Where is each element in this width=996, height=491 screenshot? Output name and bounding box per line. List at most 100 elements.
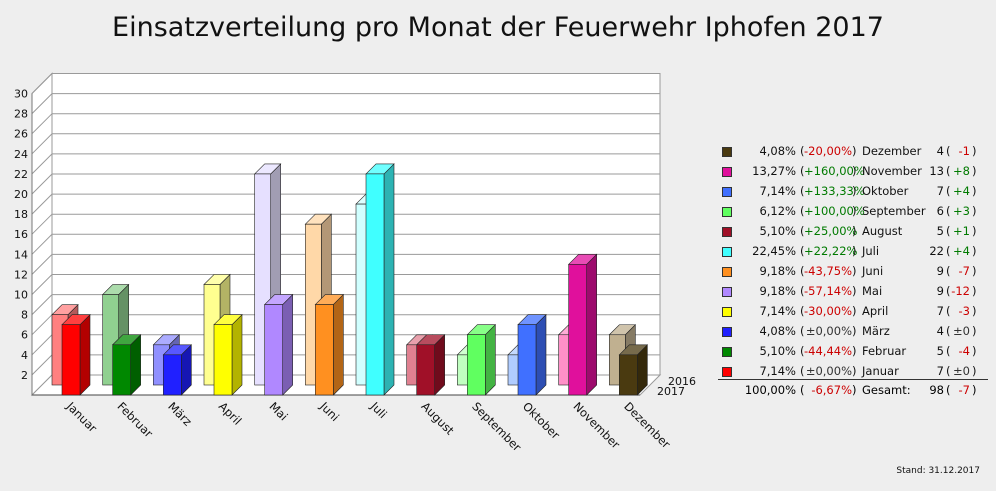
legend-count: 5 xyxy=(936,344,944,358)
stand-date: Stand: 31.12.2017 xyxy=(896,466,980,476)
legend-swatch xyxy=(722,147,732,157)
gridline xyxy=(31,233,660,255)
bar-2017-side xyxy=(535,313,547,396)
legend-percent: 7,14% xyxy=(759,184,796,198)
bar-2017 xyxy=(163,354,182,396)
bar-2017 xyxy=(315,304,334,396)
bar-2017-side xyxy=(434,334,445,396)
legend-change: +160,00% xyxy=(804,164,865,178)
legend-delta: +4 xyxy=(953,244,970,258)
legend-delta: +4 xyxy=(953,184,970,198)
bar-2017 xyxy=(619,354,638,396)
legend-swatch xyxy=(722,187,732,197)
bar-2017 xyxy=(467,334,486,396)
legend-swatch xyxy=(722,267,732,277)
legend-change: +100,00% xyxy=(804,204,865,218)
legend-percent: 22,45% xyxy=(752,244,796,258)
bar-2017 xyxy=(61,324,81,396)
legend-delta: -7 xyxy=(958,264,970,278)
legend-month: Februar xyxy=(862,344,907,358)
legend-count: 22 xyxy=(929,244,944,258)
bar-2017-side xyxy=(282,293,293,396)
legend-count: 4 xyxy=(936,144,944,158)
series-label-2017: 2017 xyxy=(657,385,685,398)
legend-item: 4,08%(±0,00%) März 4(±0) xyxy=(718,322,988,342)
legend-item: 7,14%(+133,33%) Oktober 7(+4) xyxy=(718,182,988,202)
legend-item: 7,14%(-30,00%) April 7(-3) xyxy=(718,302,988,322)
total-percent: 100,00% xyxy=(744,383,796,397)
bar-2017-side xyxy=(333,293,344,396)
bar-2017 xyxy=(568,264,587,396)
legend-swatch xyxy=(722,207,732,217)
legend-swatch xyxy=(722,247,732,257)
total-count: 98 xyxy=(929,383,944,397)
legend-month: April xyxy=(862,304,889,318)
legend-swatch xyxy=(722,307,732,317)
legend-month: Oktober xyxy=(862,184,909,198)
gridline xyxy=(31,93,660,114)
legend-percent: 9,18% xyxy=(759,284,796,298)
legend-change: -44,44% xyxy=(804,344,852,358)
legend-month: Juni xyxy=(862,264,884,278)
chart-title: Einsatzverteilung pro Monat der Feuerweh… xyxy=(112,12,884,43)
legend-count: 7 xyxy=(936,184,944,198)
gridline xyxy=(31,253,660,275)
legend-change: ±0,00% xyxy=(805,364,852,378)
legend-delta: +1 xyxy=(953,224,970,238)
legend-change: -43,75% xyxy=(804,264,852,278)
gridline xyxy=(31,193,660,215)
y-tick-label: 4 xyxy=(21,349,28,362)
gridline xyxy=(31,213,660,235)
y-tick-label: 30 xyxy=(14,88,28,101)
x-tick-label: Januar xyxy=(63,399,100,436)
y-tick-label: 20 xyxy=(14,188,28,201)
bar-2017 xyxy=(365,173,385,396)
gridline xyxy=(31,294,660,315)
y-tick-label: 10 xyxy=(14,289,28,302)
gridline xyxy=(31,274,660,295)
legend-item: 13,27%(+160,00%) November 13(+8) xyxy=(718,162,988,182)
x-tick-label: November xyxy=(571,399,623,451)
legend-swatch xyxy=(722,287,732,297)
x-tick-label: Mai xyxy=(267,399,291,423)
legend-swatch xyxy=(722,227,732,237)
total-label: Gesamt: xyxy=(862,383,911,397)
y-tick-label: 28 xyxy=(14,108,28,121)
legend-change: -20,00% xyxy=(804,144,852,158)
legend-change: +22,22% xyxy=(804,244,858,258)
bar-2017-side xyxy=(79,313,91,396)
legend-count: 9 xyxy=(936,264,944,278)
bar-2017 xyxy=(416,344,435,396)
bar-2017 xyxy=(517,324,537,396)
y-tick-label: 24 xyxy=(14,148,28,161)
legend-delta: ±0 xyxy=(953,324,970,338)
bar-2017-side xyxy=(485,323,496,396)
legend: 4,08%(-20,00%) Dezember 4(-1) 13,27%(+160,0… xyxy=(718,142,988,382)
legend-swatch xyxy=(722,167,732,177)
legend-count: 9 xyxy=(936,284,944,298)
y-tick-label: 2 xyxy=(21,369,28,382)
bar-2017-side xyxy=(231,313,243,396)
bar-2017 xyxy=(213,324,233,396)
y-tick-label: 18 xyxy=(14,208,28,221)
x-tick-label: Juli xyxy=(367,399,390,422)
legend-percent: 6,12% xyxy=(759,204,796,218)
legend-delta: -12 xyxy=(951,284,970,298)
legend-percent: 5,10% xyxy=(759,344,796,358)
total-change: -6,67% xyxy=(811,383,852,397)
legend-item: 5,10%(+25,00%) August 5(+1) xyxy=(718,222,988,242)
bar-2017-side xyxy=(383,163,395,396)
legend-month: September xyxy=(862,204,926,218)
legend-change: -57,14% xyxy=(804,284,852,298)
x-tick-label: Dezember xyxy=(621,399,673,451)
legend-item: 4,08%(-20,00%) Dezember 4(-1) xyxy=(718,142,988,162)
legend-delta: -1 xyxy=(958,144,970,158)
legend-item: 9,18%(-57,14%) Mai 9(-12) xyxy=(718,282,988,302)
bar-2017-side xyxy=(130,334,141,396)
legend-count: 7 xyxy=(936,304,944,318)
legend-item: 7,14%(±0,00%) Januar 7(±0) xyxy=(718,362,988,382)
legend-delta: ±0 xyxy=(953,364,970,378)
legend-count: 6 xyxy=(936,204,944,218)
legend-month: August xyxy=(862,224,903,238)
